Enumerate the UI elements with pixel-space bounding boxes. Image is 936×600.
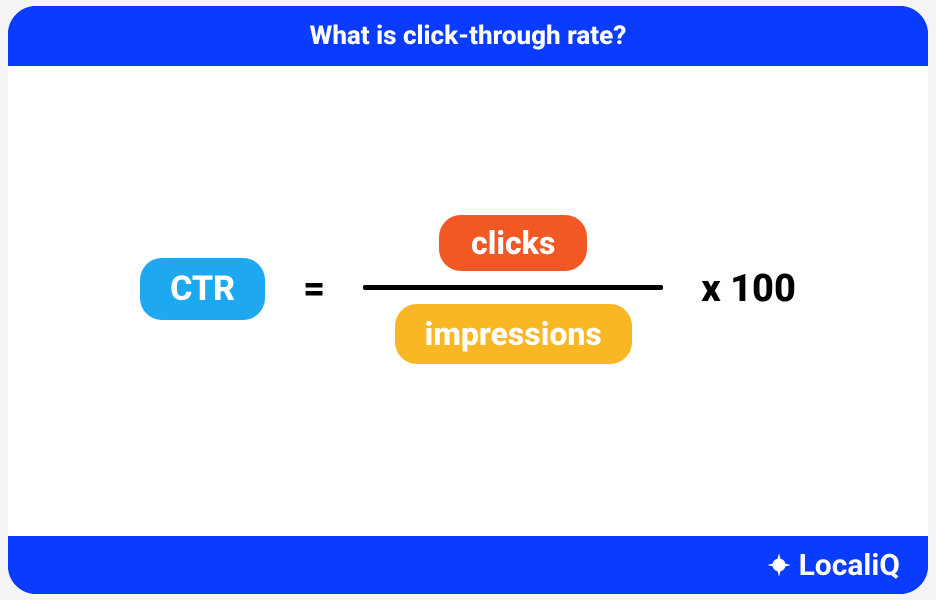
fraction-divider <box>363 285 663 290</box>
ctr-formula: CTR = clicks impressions x 100 <box>140 215 796 364</box>
denominator-pill: impressions <box>395 304 632 364</box>
brand-name: LocaliQ <box>799 548 900 583</box>
localiq-logo-icon <box>765 551 793 579</box>
header-title: What is click-through rate? <box>310 21 627 51</box>
infographic-card: What is click-through rate? CTR = clicks… <box>8 6 928 594</box>
equals-operator: = <box>303 267 325 311</box>
result-pill: CTR <box>140 258 265 320</box>
numerator-pill: clicks <box>439 215 587 271</box>
card-footer: LocaliQ <box>8 536 928 594</box>
multiplier-operator: x 100 <box>701 267 796 311</box>
card-header: What is click-through rate? <box>8 6 928 66</box>
fraction: clicks impressions <box>363 215 663 364</box>
card-body: CTR = clicks impressions x 100 <box>8 66 928 536</box>
